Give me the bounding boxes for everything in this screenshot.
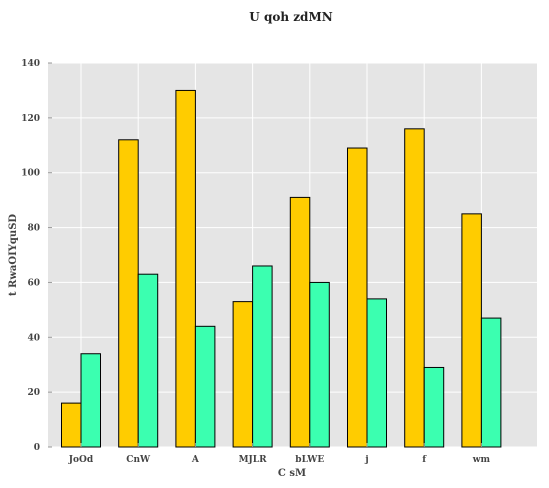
x-tick-label: CnW [126,455,151,465]
y-tick-label: 100 [21,169,40,179]
bar-series-1-JoOd [61,402,82,448]
y-tick-label: 120 [21,114,40,124]
bar-series-1-f [404,128,425,448]
bar-series-2-JoOd [80,353,101,448]
y-axis-ticks: 0 20 40 60 80 100 120 140 [21,59,52,453]
x-tick-label: wm [472,455,491,465]
bar-series-2-A [194,325,216,448]
bar-series-2-CnW [137,273,159,448]
bar-series-2-wm [480,317,502,448]
bar-series-1-CnW [118,139,139,448]
bar-series-2-MJLR [252,265,273,448]
x-tick-label: bLWE [295,455,324,465]
bar-series-1-j [347,147,368,448]
y-tick-label: 20 [27,388,40,398]
x-tick-label: MJLR [239,455,268,465]
bar-series-1-bLWE [289,196,311,448]
bars [61,89,502,448]
x-axis-ticks: JoOd CnW A MJLR bLWE j f wm [68,443,491,465]
bar-series-2-f [423,366,445,448]
y-tick-label: 0 [34,443,40,453]
bar-series-1-wm [461,213,482,448]
bar-series-1-A [175,89,196,448]
y-tick-label: 40 [27,333,40,343]
x-tick-label: j [364,455,368,465]
bar-series-2-j [366,298,387,448]
x-axis-label: C sM [278,468,306,479]
bar-series-1-MJLR [232,301,254,448]
y-axis-label: t RwaOIYquSD [8,214,19,297]
x-tick-label: JoOd [68,455,94,465]
bar-series-2-bLWE [309,281,330,448]
y-tick-label: 140 [21,59,40,69]
chart-title: U qoh zdMN [249,10,332,24]
y-tick-label: 60 [27,278,40,288]
y-tick-label: 80 [27,224,40,234]
x-tick-label: A [191,455,200,465]
x-tick-label: f [422,455,427,465]
